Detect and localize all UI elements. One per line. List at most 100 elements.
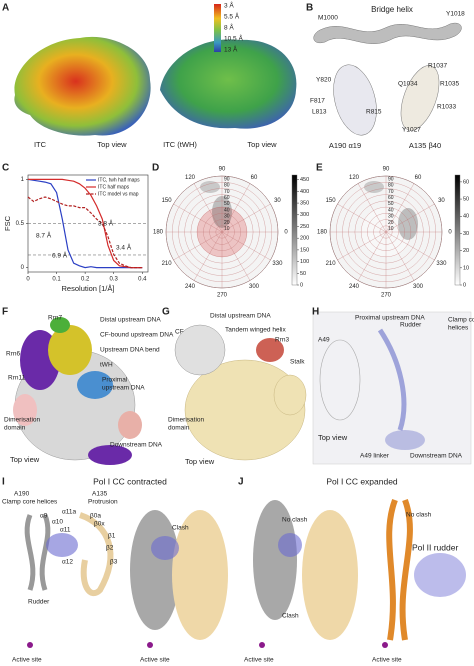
angle-tick-label: 210 — [326, 261, 337, 267]
panel-title: Pol I CC expanded — [326, 476, 398, 486]
label: Clamp core helices — [2, 499, 58, 506]
fsc-curve — [27, 178, 143, 269]
radial-tick-label: 70 — [224, 189, 230, 195]
angle-grid — [385, 203, 435, 233]
colorbar-label: 13 Å — [224, 45, 238, 54]
label: Rudder — [28, 599, 50, 606]
label: Pol II rudder — [412, 542, 458, 552]
label: Upstream DNA bend — [100, 347, 160, 354]
label: Stalk — [290, 359, 305, 366]
angle-tick-label: 60 — [415, 175, 422, 181]
colorbar-tick-label: 350 — [300, 201, 309, 207]
caption: Top view — [97, 140, 127, 149]
colorbar-tick-label: 0 — [463, 282, 466, 288]
angle-grid — [385, 183, 415, 233]
legend-label: ITC half maps — [98, 184, 130, 190]
label: upstream DNA — [102, 385, 145, 392]
label: Y1027 — [402, 127, 421, 134]
label: R1035 — [440, 81, 460, 88]
angle-tick-label: 60 — [251, 175, 258, 181]
label: Dimerisation — [4, 417, 41, 424]
colorbar-tick-label: 250 — [300, 224, 309, 230]
label: Active site — [140, 657, 170, 664]
label: Rrn11 — [8, 375, 26, 382]
angle-tick-label: 270 — [217, 293, 228, 299]
colorbar-tick-label: 10 — [463, 265, 469, 271]
angle-tick-label: 330 — [272, 261, 283, 267]
colorbar-tick-label: 100 — [300, 259, 309, 265]
label: A49 linker — [360, 453, 390, 460]
colorbar-tick-label: 60 — [463, 179, 469, 185]
label: Rrn3 — [275, 337, 289, 344]
label: Active site — [12, 657, 42, 664]
angle-tick-label: 120 — [349, 175, 360, 181]
angle-tick-label: 210 — [162, 261, 173, 267]
label: α10 — [52, 519, 63, 526]
legend-label: ITC model vs map — [98, 191, 139, 197]
label: tWH — [100, 362, 113, 369]
label: M1000 — [318, 15, 338, 22]
annotation: 8.7 Å — [36, 231, 52, 240]
label: Distal upstream DNA — [210, 313, 271, 320]
label: Tandem winged helix — [225, 327, 286, 334]
structure-surface — [13, 317, 142, 465]
legend-label: ITC, twh half maps — [98, 177, 140, 183]
colorbar — [454, 174, 461, 286]
structure-surface — [174, 324, 307, 461]
label: Protrusion — [88, 499, 118, 506]
label: No clash — [282, 517, 308, 524]
colorbar-label: 10.5 Å — [224, 34, 243, 43]
label: domain — [4, 425, 26, 432]
angle-tick-label: 180 — [153, 230, 164, 236]
x-tick-label: 0.1 — [52, 277, 61, 283]
colorbar-tick-label: 200 — [300, 236, 309, 242]
label: α12 — [62, 559, 73, 566]
label: Y1018 — [446, 11, 465, 18]
annotation: 6.9 Å — [52, 251, 68, 260]
label: F817 — [310, 98, 325, 105]
label: Rudder — [400, 322, 422, 329]
radial-tick-label: 80 — [388, 183, 394, 189]
panel-label: I — [2, 477, 5, 488]
label: Rrn6 — [6, 351, 20, 358]
label: Top view — [185, 457, 215, 466]
label: β3 — [110, 559, 118, 566]
angle-grid — [357, 183, 387, 233]
label: R1033 — [437, 104, 457, 111]
fsc-curve — [28, 178, 143, 269]
label: Downstream DNA — [410, 453, 463, 460]
x-tick-label: 0.3 — [110, 277, 119, 283]
angle-tick-label: 180 — [317, 230, 328, 236]
angle-grid — [193, 183, 223, 233]
colorbar-tick-label: 300 — [300, 212, 309, 218]
colorbar-tick-label: 0 — [300, 282, 303, 288]
caption: ITC — [34, 140, 47, 149]
label: β2 — [106, 545, 114, 552]
label: Active site — [244, 657, 274, 664]
angle-tick-label: 30 — [438, 198, 445, 204]
y-tick-label: 0 — [21, 265, 25, 271]
angle-grid — [385, 231, 415, 281]
colorbar — [291, 174, 298, 286]
angle-grid — [193, 231, 223, 281]
angle-tick-label: 150 — [326, 198, 337, 204]
label: α9 — [40, 513, 48, 520]
label: Clash — [172, 525, 189, 532]
label: helices — [448, 325, 469, 332]
mesh-density — [312, 311, 472, 465]
colorbar-tick-label: 400 — [300, 189, 309, 195]
angle-tick-label: 300 — [249, 284, 260, 290]
panel-label: G — [162, 307, 170, 318]
density-patch — [398, 208, 418, 240]
angle-tick-label: 330 — [436, 261, 447, 267]
label: β1 — [108, 533, 116, 540]
label: CF — [175, 329, 184, 336]
panel-label: D — [152, 163, 159, 174]
panel-label: E — [316, 163, 323, 174]
radial-tick-label: 50 — [224, 201, 230, 207]
radial-tick-label: 60 — [224, 195, 230, 201]
label: Clash — [282, 613, 299, 620]
label: R1037 — [428, 63, 448, 70]
helix-density — [313, 22, 462, 136]
y-tick-label: 1 — [21, 177, 25, 183]
